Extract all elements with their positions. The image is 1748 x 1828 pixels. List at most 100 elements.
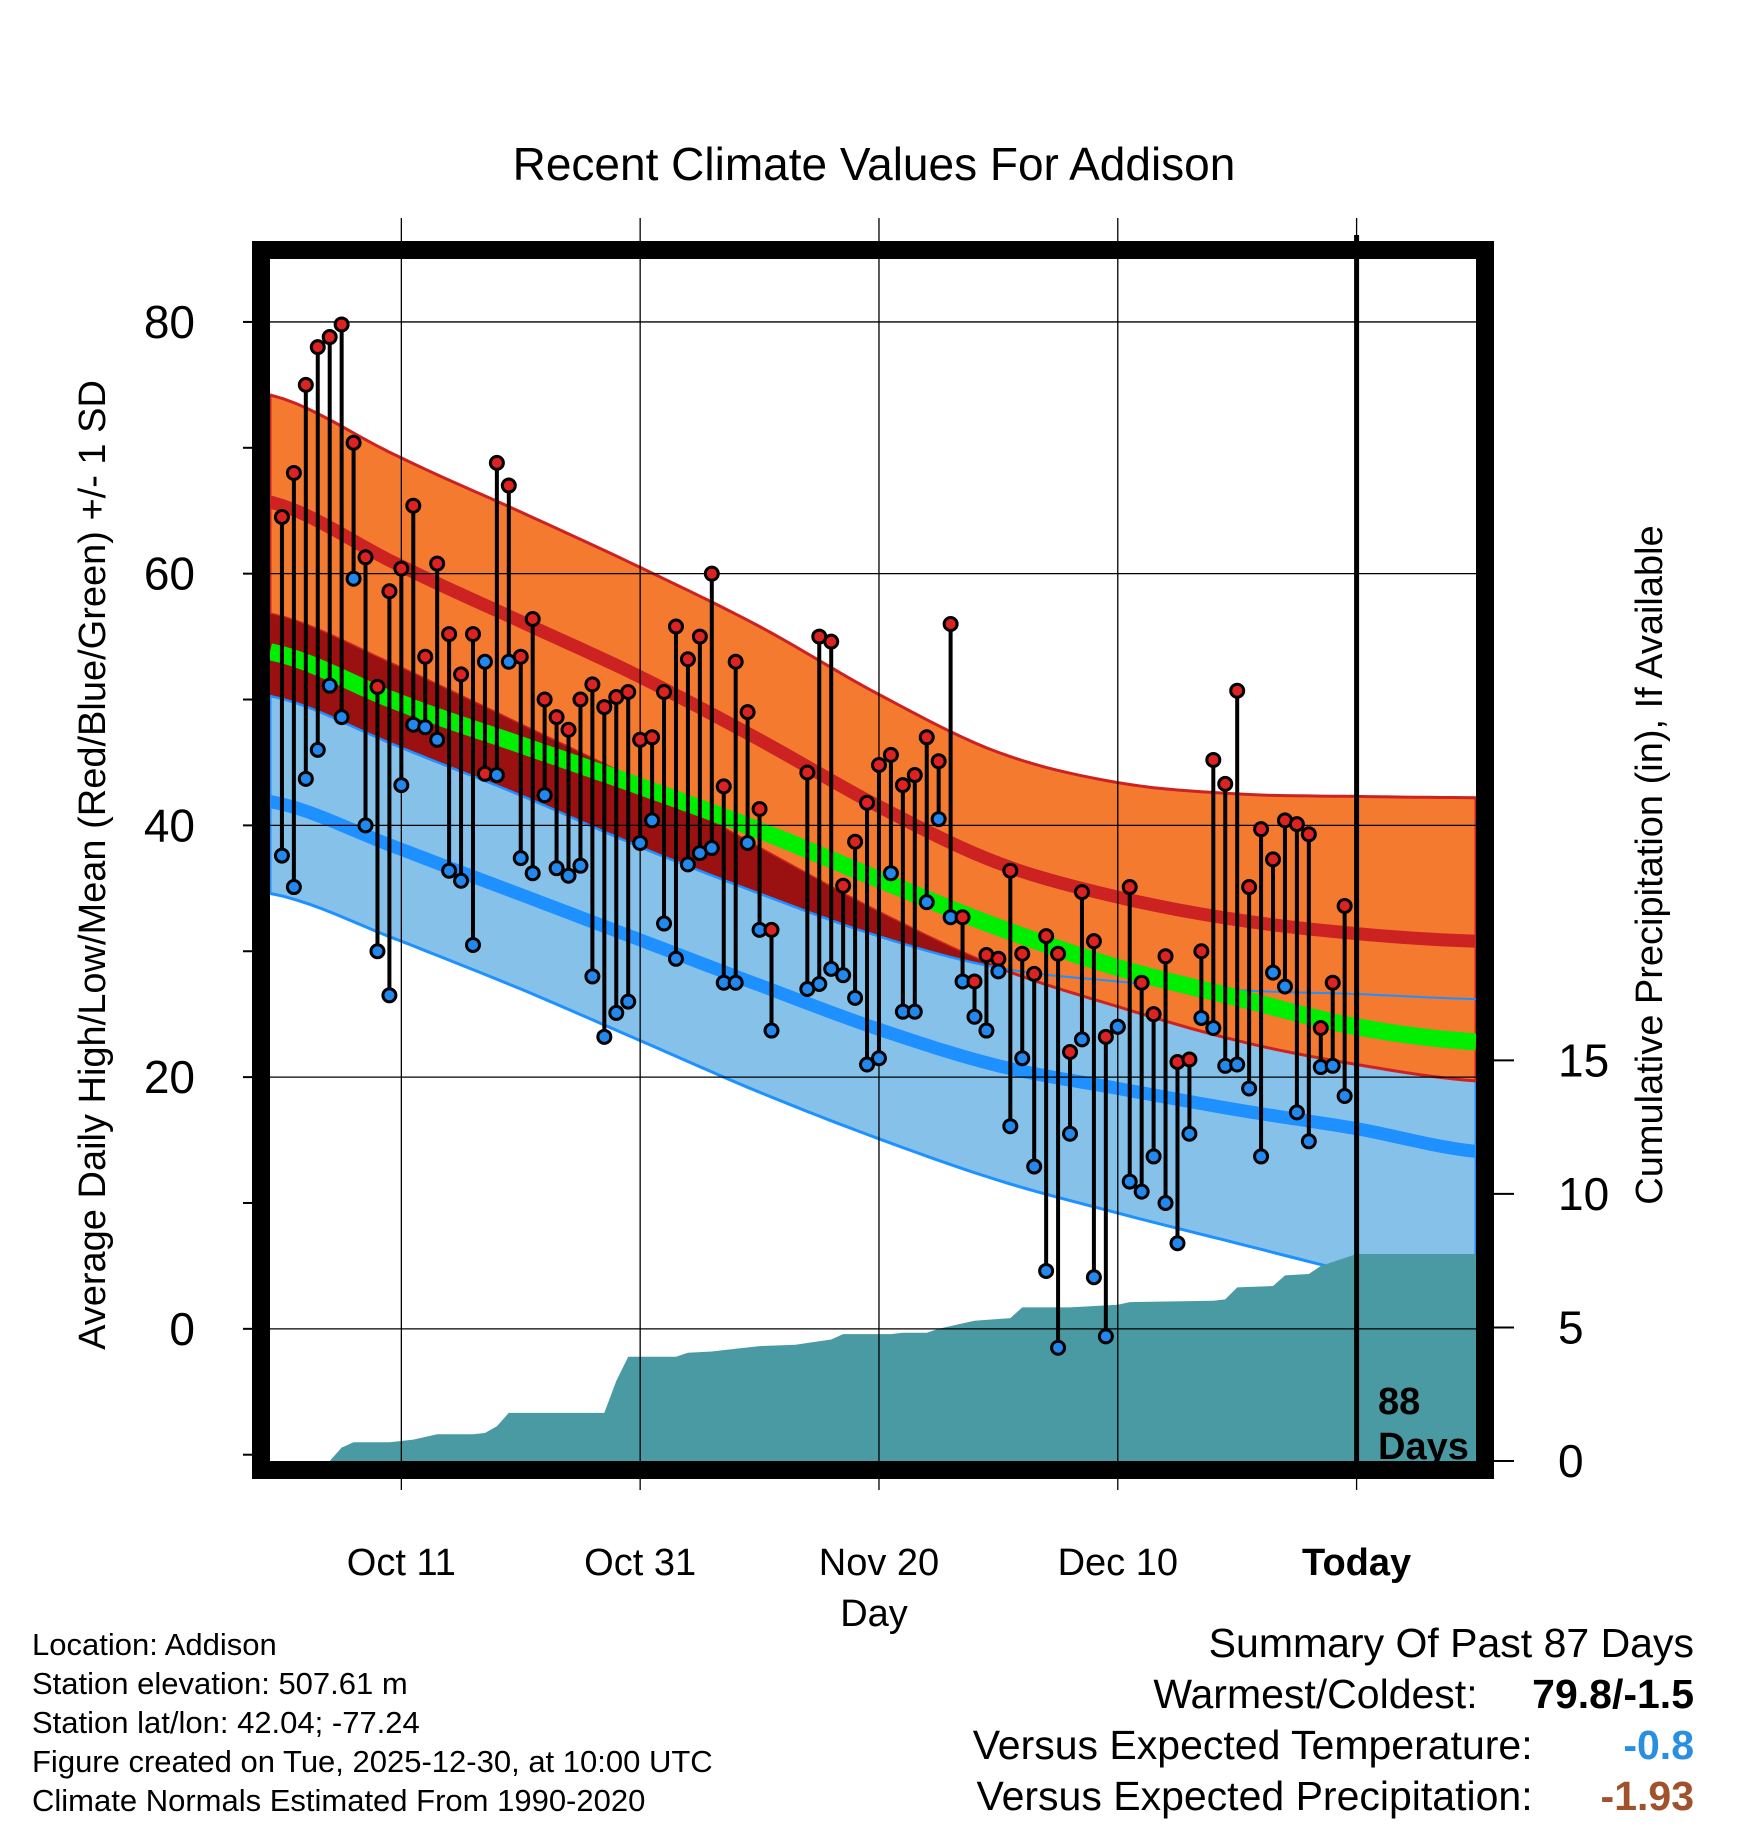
daily-high-point <box>727 653 744 670</box>
daily-low-point <box>966 1008 983 1025</box>
daily-high-point <box>345 434 362 451</box>
summary-precip-label: Versus Expected Precipitation: <box>976 1773 1533 1819</box>
daily-high-point <box>1181 1051 1198 1068</box>
daily-high-point <box>1097 1028 1114 1045</box>
daily-high-point <box>333 316 350 333</box>
daily-high-point <box>1253 821 1270 838</box>
daily-low-point <box>1133 1183 1150 1200</box>
daily-low-point <box>1336 1087 1353 1104</box>
chart-title: Recent Climate Values For Addison <box>513 138 1236 190</box>
daily-high-point <box>369 678 386 695</box>
daily-high-point <box>1312 1020 1329 1037</box>
daily-low-point <box>1121 1173 1138 1190</box>
today-days-label: 88 Days <box>1378 1381 1469 1468</box>
daily-low-point <box>918 894 935 911</box>
daily-low-point <box>1241 1080 1258 1097</box>
daily-low-point <box>584 968 601 985</box>
daily-high-point <box>572 691 589 708</box>
daily-low-point <box>333 709 350 726</box>
daily-low-point <box>1038 1262 1055 1279</box>
daily-low-point <box>859 1056 876 1073</box>
y-tick-label: 60 <box>144 548 195 600</box>
daily-low-point <box>273 847 290 864</box>
daily-high-point <box>1205 751 1222 768</box>
daily-high-point <box>930 753 947 770</box>
daily-low-point <box>393 777 410 794</box>
daily-high-point <box>285 464 302 481</box>
daily-low-point <box>417 719 434 736</box>
summary-warmest-row: Warmest/Coldest: 79.8/-1.5 <box>973 1669 1694 1720</box>
y-tick-label: 20 <box>144 1051 195 1103</box>
daily-low-point <box>1229 1056 1246 1073</box>
daily-high-point <box>548 709 565 726</box>
y-tick-label: 80 <box>144 296 195 348</box>
daily-high-point <box>1050 945 1067 962</box>
daily-low-point <box>381 987 398 1004</box>
daily-low-point <box>1014 1050 1031 1067</box>
y-axis-label: Average Daily High/Low/Mean (Red/Blue/Gr… <box>72 380 114 1350</box>
daily-low-point <box>739 835 756 852</box>
daily-low-point <box>1300 1133 1317 1150</box>
daily-low-point <box>667 950 684 967</box>
daily-high-point <box>859 794 876 811</box>
daily-high-point <box>524 610 541 627</box>
daily-low-point <box>596 1028 613 1045</box>
daily-low-point <box>835 967 852 984</box>
y-right-tick-label: 15 <box>1558 1034 1609 1086</box>
daily-high-point <box>882 746 899 763</box>
daily-high-point <box>739 704 756 721</box>
daily-low-point <box>1085 1269 1102 1286</box>
summary-title: Summary Of Past 87 Days <box>1208 1620 1694 1666</box>
daily-low-point <box>1109 1018 1126 1035</box>
x-tick-label: Oct 31 <box>584 1542 696 1584</box>
daily-low-point <box>644 812 661 829</box>
daily-low-point <box>1324 1057 1341 1074</box>
daily-high-point <box>715 778 732 795</box>
daily-high-point <box>918 729 935 746</box>
daily-low-point <box>441 862 458 879</box>
summary-panel: Summary Of Past 87 Days Warmest/Coldest:… <box>973 1618 1694 1822</box>
daily-high-point <box>393 560 410 577</box>
daily-high-point <box>500 477 517 494</box>
daily-low-point <box>906 1003 923 1020</box>
daily-high-point <box>441 626 458 643</box>
daily-low-point <box>811 975 828 992</box>
daily-low-point <box>488 767 505 784</box>
info-created: Figure created on Tue, 2025-12-30, at 10… <box>32 1744 713 1779</box>
y-right-tick-label: 10 <box>1558 1168 1609 1220</box>
daily-low-point <box>548 860 565 877</box>
y-tick-label: 40 <box>144 799 195 851</box>
daily-low-point <box>1205 1020 1222 1037</box>
daily-high-point <box>835 877 852 894</box>
daily-high-point <box>691 628 708 645</box>
daily-low-point <box>620 993 637 1010</box>
x-axis-label: Day <box>840 1593 908 1635</box>
daily-high-point <box>1073 884 1090 901</box>
daily-low-point <box>1002 1118 1019 1135</box>
y-right-tick-label: 5 <box>1558 1301 1584 1353</box>
daily-low-point <box>1157 1194 1174 1211</box>
daily-low-point <box>1097 1328 1114 1345</box>
daily-low-point <box>285 879 302 896</box>
band-overlap <box>270 613 1476 1000</box>
daily-high-point <box>405 497 422 514</box>
daily-high-point <box>1229 682 1246 699</box>
x-tick-label: Today <box>1302 1542 1411 1584</box>
daily-high-point <box>1145 1006 1162 1023</box>
daily-low-point <box>1026 1158 1043 1175</box>
summary-precip-row: Versus Expected Precipitation: -1.93 <box>973 1771 1695 1822</box>
daily-high-point <box>1157 948 1174 965</box>
daily-high-point <box>1336 897 1353 914</box>
daily-high-point <box>751 801 768 818</box>
daily-low-point <box>1253 1148 1270 1165</box>
station-info: Location: Addison Station elevation: 507… <box>32 1625 713 1820</box>
info-normals: Climate Normals Estimated From 1990-2020 <box>32 1783 646 1818</box>
daily-high-point <box>357 549 374 566</box>
info-elevation: Station elevation: 507.61 m <box>32 1666 408 1701</box>
summary-warmest-label: Warmest/Coldest: <box>1153 1671 1478 1717</box>
daily-high-point <box>679 651 696 668</box>
daily-high-point <box>417 648 434 665</box>
daily-high-point <box>464 626 481 643</box>
daily-high-point <box>560 721 577 738</box>
daily-high-point <box>273 509 290 526</box>
